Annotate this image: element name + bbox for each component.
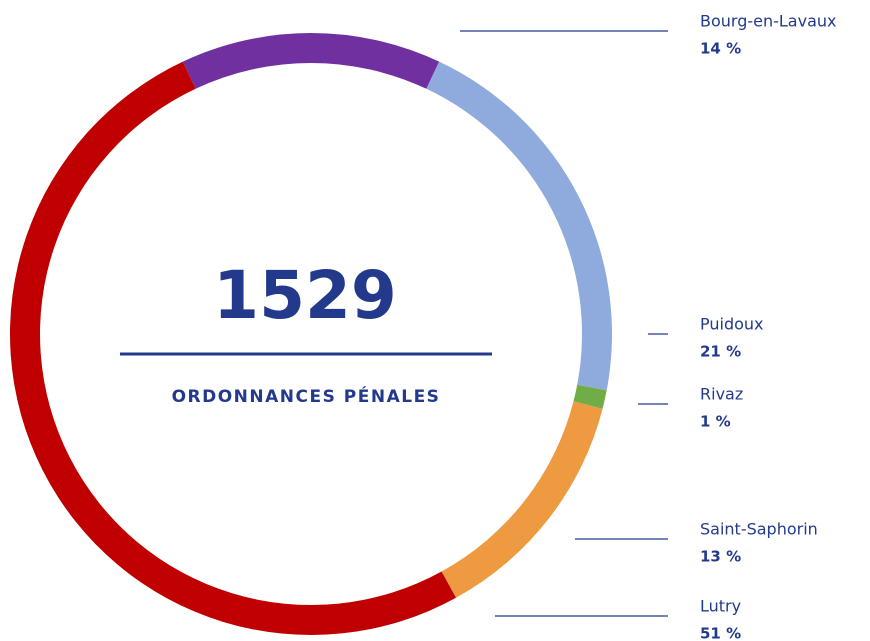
donut-segment xyxy=(426,61,612,391)
legend-value: 13 % xyxy=(700,548,741,566)
legend-name: Bourg-en-Lavaux xyxy=(700,12,837,31)
donut-segment xyxy=(441,401,603,598)
donut-segment xyxy=(9,61,457,636)
legend-name: Lutry xyxy=(700,597,741,616)
legend-value: 21 % xyxy=(700,343,741,361)
donut-segment xyxy=(182,33,440,89)
legend-value: 51 % xyxy=(700,625,741,641)
center-total: 1529 xyxy=(213,257,397,334)
legend-name: Saint-Saphorin xyxy=(700,520,818,539)
donut-segment xyxy=(573,384,607,409)
legend-value: 14 % xyxy=(700,40,741,58)
legend-name: Rivaz xyxy=(700,385,743,404)
legend-name: Puidoux xyxy=(700,315,764,334)
legend-value: 1 % xyxy=(700,413,731,431)
center-label: ORDONNANCES PÉNALES xyxy=(172,385,441,407)
